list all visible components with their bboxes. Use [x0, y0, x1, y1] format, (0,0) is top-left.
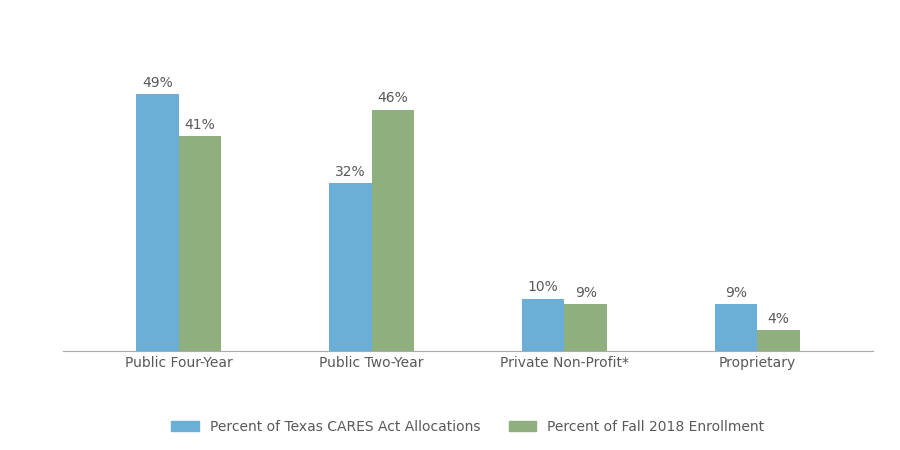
Text: 10%: 10% [527, 280, 559, 294]
Text: 32%: 32% [335, 165, 365, 179]
Text: 4%: 4% [768, 312, 789, 326]
Bar [757, 330, 800, 351]
Bar [372, 109, 414, 351]
Text: 49%: 49% [142, 76, 173, 90]
Bar [179, 136, 221, 351]
Text: 46%: 46% [377, 91, 409, 105]
Bar [329, 183, 372, 351]
Bar [136, 94, 179, 351]
Text: 41%: 41% [184, 117, 215, 131]
Bar [715, 304, 757, 351]
Text: 9%: 9% [574, 286, 597, 300]
Legend: Percent of Texas CARES Act Allocations, Percent of Fall 2018 Enrollment: Percent of Texas CARES Act Allocations, … [166, 414, 770, 440]
Bar [564, 304, 607, 351]
Text: 9%: 9% [725, 286, 747, 300]
Bar [522, 298, 564, 351]
